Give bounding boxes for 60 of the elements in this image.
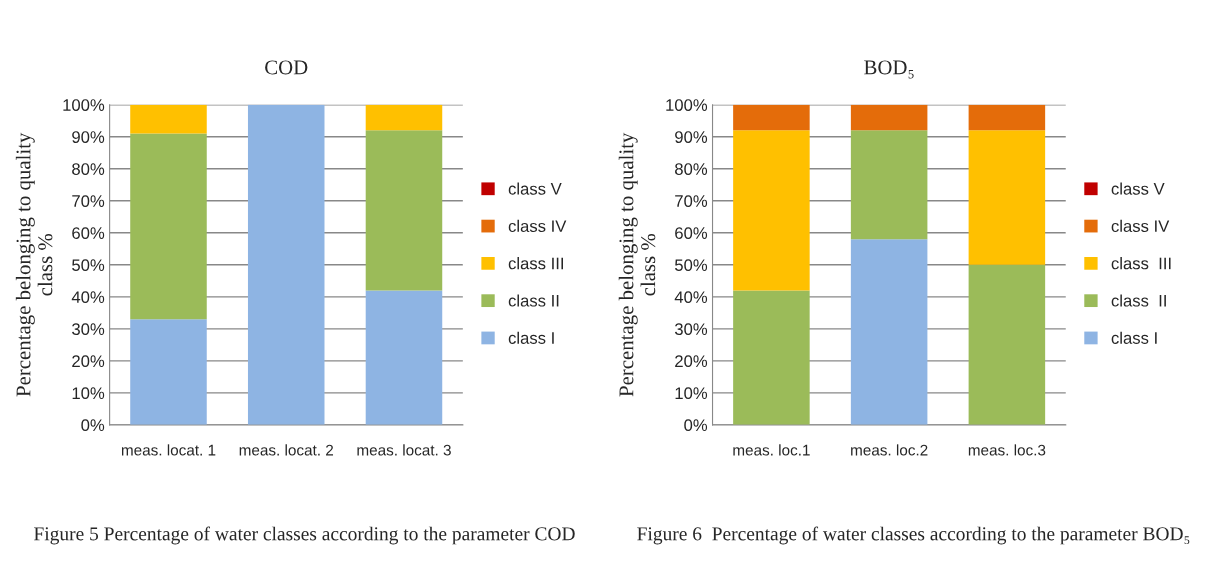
y-tick-label: 60% (675, 227, 708, 239)
bar (733, 104, 810, 131)
x-tick-label: meas. locat. 1 (121, 444, 216, 456)
legend-label: class II (508, 294, 559, 307)
chart-title: COD (265, 60, 308, 75)
bar (968, 130, 1046, 265)
y-tick-label: 40% (71, 291, 105, 304)
y-tick-label: 90% (72, 131, 105, 143)
y-tick-label: 60% (72, 227, 105, 239)
y-tick-label: 20% (72, 355, 105, 368)
y-tick-label: 90% (675, 131, 708, 143)
bar (130, 104, 207, 134)
chart-title: BOD₅ (864, 60, 914, 79)
y-tick-label: 80% (675, 163, 708, 175)
bar (850, 239, 928, 425)
y-tick-label: 70% (72, 195, 105, 207)
y-tick-label: 10% (675, 387, 708, 400)
bar (365, 290, 443, 425)
legend-label: class IV (1111, 219, 1170, 233)
bar (850, 130, 928, 240)
legend-label: class II (1111, 294, 1166, 307)
bar (130, 319, 207, 425)
bar (850, 104, 928, 131)
y-tick-label: 50% (72, 259, 105, 272)
legend-label: class I (1111, 331, 1157, 344)
y-tick-label: 30% (72, 323, 105, 336)
bar (247, 104, 325, 425)
y-tick-label: 0% (81, 419, 105, 432)
y-tick-label: 20% (675, 355, 708, 368)
legend-label: class IV (508, 219, 567, 233)
y-tick-label: 100% (666, 99, 708, 111)
x-tick-label: meas. locat. 3 (357, 444, 451, 456)
y-axis-title: Percentage belonging to quality class % (15, 132, 53, 397)
y-tick-label: 0% (684, 419, 708, 432)
bar (365, 104, 443, 131)
x-tick-label: meas. loc.1 (733, 444, 810, 456)
bar (968, 104, 1046, 131)
bar (968, 264, 1046, 425)
y-tick-label: 30% (674, 323, 708, 336)
bar (733, 130, 810, 291)
caption: Figure 5 Percentage of water classes according to the parameter COD (34, 526, 575, 545)
y-tick-label: 10% (72, 387, 105, 400)
y-axis-title: Percentage belonging to quality class % (618, 132, 656, 397)
caption: Figure 6 Percentage of water classes according to the parameter BOD₅ (637, 526, 1190, 545)
x-tick-label: meas. loc.2 (851, 444, 928, 456)
y-tick-label: 50% (674, 259, 708, 272)
bar (130, 133, 207, 320)
legend-label: class I (508, 331, 554, 344)
x-tick-label: meas. loc.3 (968, 444, 1046, 456)
y-tick-label: 100% (63, 99, 105, 111)
y-tick-label: 40% (674, 291, 708, 304)
y-tick-label: 80% (72, 163, 105, 175)
bar (365, 130, 443, 291)
legend-label: class V (508, 182, 562, 195)
legend-label: class V (1111, 182, 1165, 195)
legend-label: class III (1111, 257, 1171, 270)
x-tick-label: meas. locat. 2 (239, 444, 334, 456)
y-tick-label: 70% (675, 195, 708, 207)
legend-label: class III (508, 257, 563, 270)
bar (733, 290, 810, 425)
